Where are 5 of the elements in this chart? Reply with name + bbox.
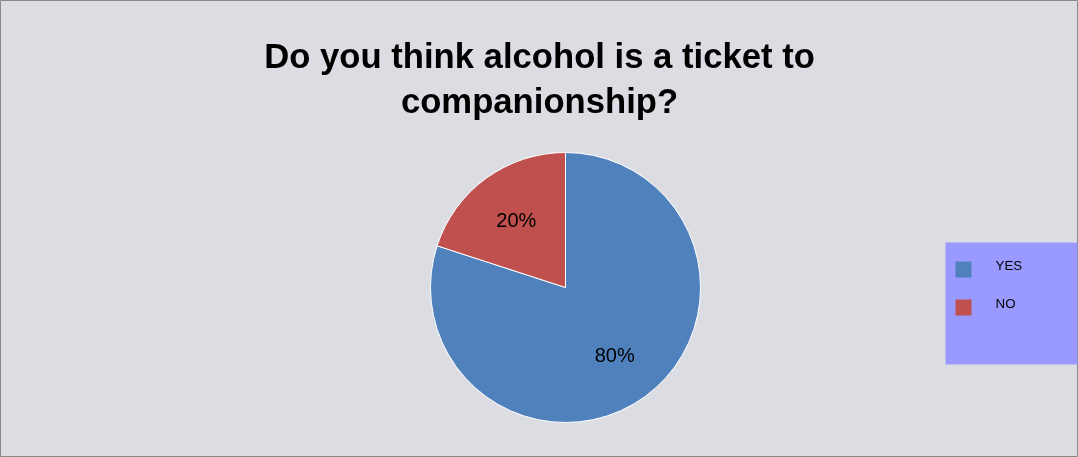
data-label: 80%	[594, 344, 635, 367]
legend-label: NO	[995, 296, 1016, 311]
chart-title: Do you think alcohol is a ticket to companionship?	[264, 36, 815, 120]
legend-label: YES	[995, 258, 1023, 273]
data-label: 20%	[496, 208, 537, 231]
